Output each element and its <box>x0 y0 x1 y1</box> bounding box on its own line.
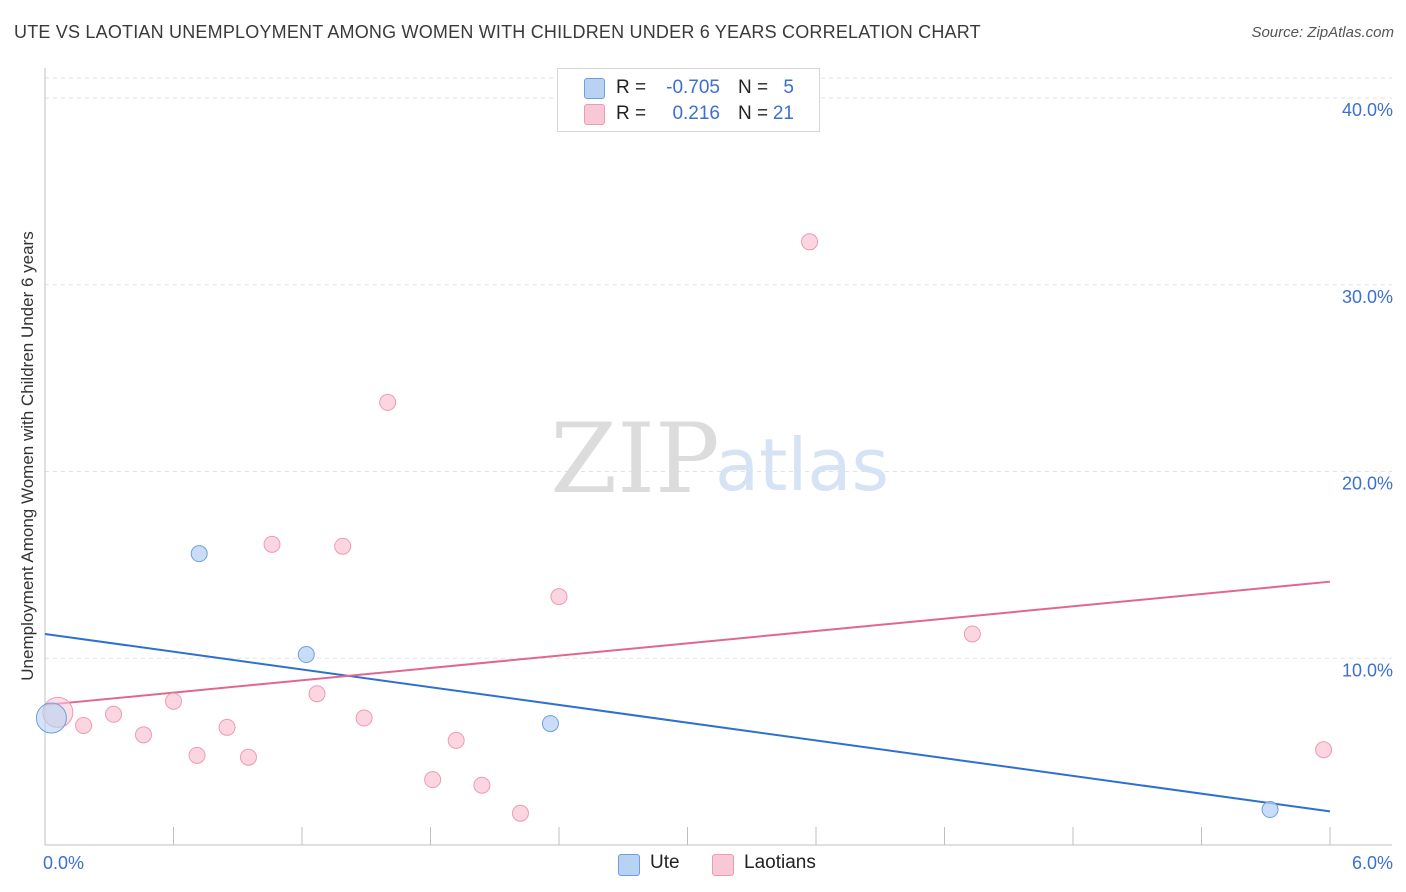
stats-box: R = -0.705 N = 5 R = 0.216 N = 21 <box>557 68 820 132</box>
n-label: N = <box>738 103 769 124</box>
stats-row-laotians: R = 0.216 N = 21 <box>558 101 819 127</box>
laotians-point <box>334 537 352 555</box>
r-value: 0.216 <box>672 103 720 124</box>
ute-point <box>190 545 208 563</box>
n-value: 5 <box>783 77 794 98</box>
legend-label-laotians: Laotians <box>744 852 816 873</box>
laotians-point <box>218 718 236 736</box>
laotians-legend-swatch <box>712 854 734 876</box>
stats-row-ute: R = -0.705 N = 5 <box>558 75 819 101</box>
trend-lines <box>44 580 1331 813</box>
laotians-point <box>963 625 981 643</box>
laotians-point <box>473 776 491 794</box>
r-value: -0.705 <box>666 77 720 98</box>
n-value: 21 <box>772 103 794 124</box>
source-label: Source: ZipAtlas.com <box>1251 24 1394 41</box>
laotians-point <box>801 233 819 251</box>
laotians-point <box>1315 741 1333 759</box>
ute-legend-swatch <box>618 854 640 876</box>
ute-point <box>35 702 67 734</box>
chart-title: UTE VS LAOTIAN UNEMPLOYMENT AMONG WOMEN … <box>14 22 981 42</box>
laotians-point <box>308 685 326 703</box>
r-label: R = <box>616 103 647 124</box>
laotians-point <box>550 588 568 606</box>
ute-point <box>1261 801 1279 819</box>
y-tick-label: 30.0% <box>1342 287 1393 307</box>
x-tick-label: 0.0% <box>43 853 84 873</box>
ute-trend-line <box>44 632 1331 813</box>
y-tick-label: 40.0% <box>1342 100 1393 120</box>
laotians-point <box>263 535 281 553</box>
laotians-point <box>355 709 373 727</box>
ute-point <box>297 646 315 664</box>
laotians-point <box>165 692 182 710</box>
laotians-point <box>105 705 123 723</box>
laotians-point <box>75 716 93 734</box>
legend-label-ute: Ute <box>650 852 680 873</box>
watermark: ZIP atlas <box>550 403 889 515</box>
gridlines <box>45 77 1392 659</box>
laotians-point <box>447 731 465 749</box>
watermark-atlas: atlas <box>715 423 889 507</box>
y-tick-label: 20.0% <box>1342 474 1393 494</box>
tick-labels: 10.0% 20.0% 30.0% 40.0% 0.0% 6.0% <box>43 100 1393 873</box>
ute-point <box>541 715 559 733</box>
data-points <box>35 233 1333 822</box>
ute-swatch <box>584 78 605 99</box>
y-tick-label: 10.0% <box>1342 660 1393 680</box>
laotians-point <box>424 771 442 789</box>
y-axis-label: Unemployment Among Women with Children U… <box>18 231 37 681</box>
laotians-point <box>239 748 257 766</box>
watermark-zip: ZIP <box>550 403 719 515</box>
r-label: R = <box>616 77 647 98</box>
laotians-swatch <box>584 104 605 125</box>
x-tick-label: 6.0% <box>1352 853 1393 873</box>
laotians-trend-line <box>44 580 1331 706</box>
laotians-point <box>511 804 529 822</box>
n-label: N = <box>738 77 769 98</box>
laotians-point <box>379 393 397 411</box>
laotians-point <box>135 726 153 744</box>
laotians-point <box>188 746 206 764</box>
